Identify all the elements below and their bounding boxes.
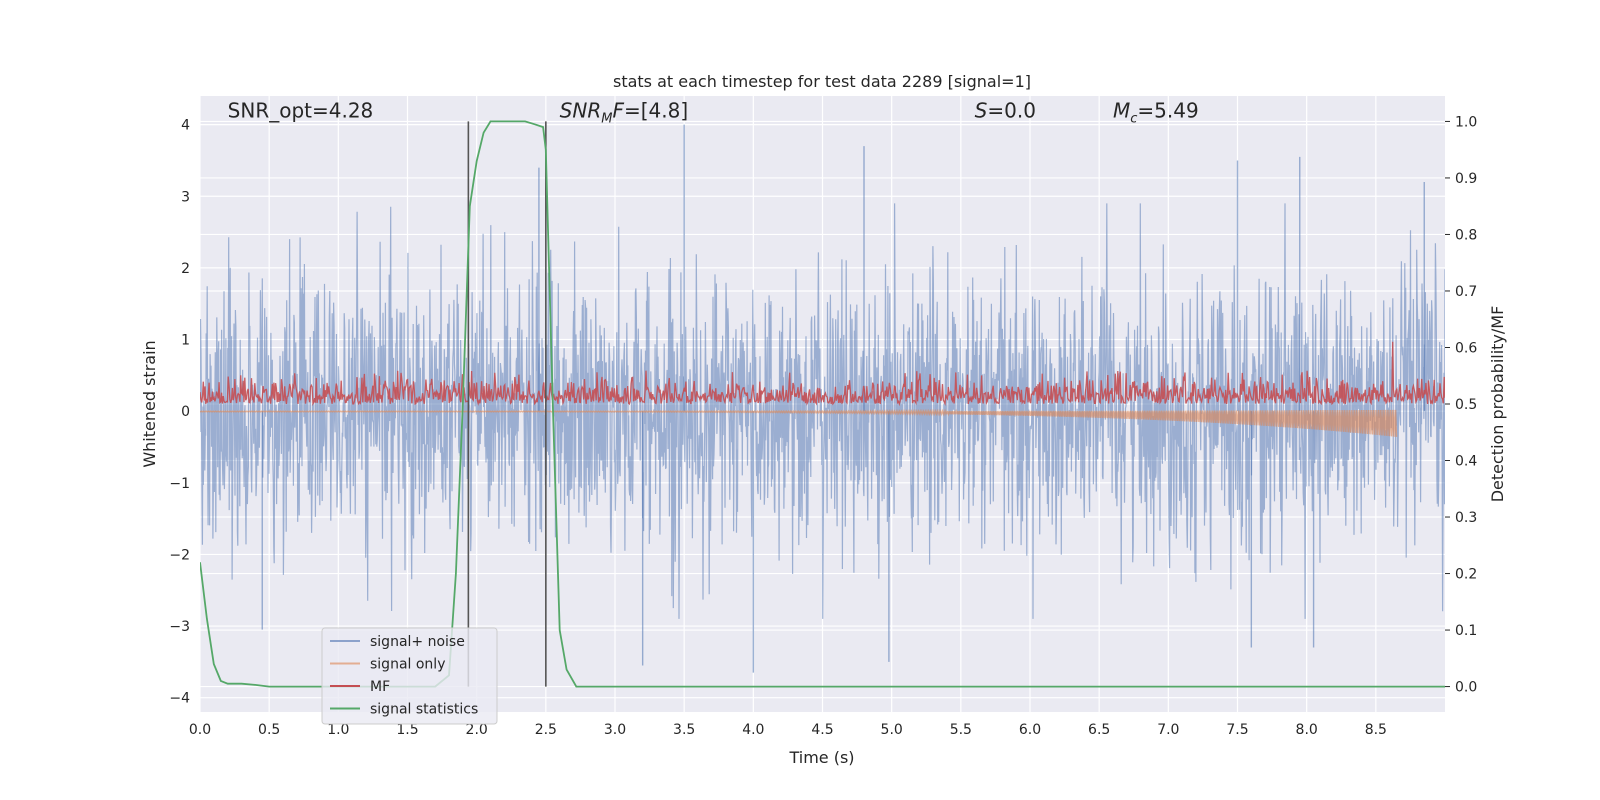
y-tick-label: 2 bbox=[181, 261, 190, 277]
annotation-1: SNRMF=[4.8] bbox=[560, 98, 688, 126]
plot-area bbox=[200, 120, 1445, 688]
y2-tick-label: 0.5 bbox=[1455, 397, 1477, 413]
x-tick-label: 1.5 bbox=[396, 722, 418, 738]
y2-tick-label: 0.9 bbox=[1455, 171, 1477, 187]
x-tick-label: 5.0 bbox=[881, 722, 903, 738]
legend-label: signal only bbox=[370, 657, 445, 673]
annotation-0: SNR_opt=4.28 bbox=[228, 98, 374, 122]
series-signal-noise bbox=[200, 124, 1445, 673]
y2-tick-label: 0.7 bbox=[1455, 284, 1477, 300]
signal-only-trace bbox=[200, 408, 1398, 437]
legend: signal+ noise signal only MF signal statist… bbox=[321, 627, 498, 725]
y-tick-label: 4 bbox=[181, 118, 190, 134]
x-tick-label: 2.5 bbox=[535, 722, 557, 738]
legend-label: signal statistics bbox=[370, 702, 478, 718]
series-signal-only bbox=[200, 408, 1398, 437]
x-tick-label: 7.5 bbox=[1226, 722, 1248, 738]
x-axis-ticks: 0.0 0.5 1.0 1.5 2.0 2.5 3.0 3.5 4.0 4.5 5.0 5.5 6.0 6… bbox=[189, 722, 1387, 738]
y-axis-ticks: −4 −3 −2 −1 0 1 2 3 4 bbox=[169, 118, 190, 707]
legend-label: MF bbox=[370, 679, 390, 695]
x-tick-label: 4.5 bbox=[811, 722, 833, 738]
x-tick-label: 0.0 bbox=[189, 722, 211, 738]
y2-tick-label: 0.4 bbox=[1455, 454, 1477, 470]
y2-tick-label: 0.8 bbox=[1455, 227, 1477, 243]
y-tick-label: 1 bbox=[181, 333, 190, 349]
x-axis-label: Time (s) bbox=[788, 748, 854, 767]
annotations: SNR_opt=4.28 SNRMF=[4.8] S=0.0 Mc=5.49 bbox=[228, 98, 1199, 126]
x-tick-label: 1.0 bbox=[327, 722, 349, 738]
x-tick-label: 5.5 bbox=[950, 722, 972, 738]
x-tick-label: 6.0 bbox=[1019, 722, 1041, 738]
x-tick-label: 3.5 bbox=[673, 722, 695, 738]
series-mf bbox=[200, 341, 1445, 407]
x-tick-label: 3.0 bbox=[604, 722, 626, 738]
y-tick-label: −4 bbox=[169, 691, 190, 707]
mf-trace bbox=[200, 341, 1445, 407]
y2-axis-ticks: 0.0 0.1 0.2 0.3 0.4 0.5 0.6 0.7 0.8 0.9 1.0 bbox=[1445, 114, 1477, 696]
x-tick-label: 8.5 bbox=[1365, 722, 1387, 738]
x-tick-label: 0.5 bbox=[258, 722, 280, 738]
y-tick-label: −3 bbox=[169, 619, 190, 635]
y2-tick-label: 1.0 bbox=[1455, 114, 1477, 130]
series-signal-statistics bbox=[200, 120, 1445, 688]
chart-title: stats at each timestep for test data 228… bbox=[613, 72, 1031, 91]
x-tick-label: 7.0 bbox=[1157, 722, 1179, 738]
y2-tick-label: 0.6 bbox=[1455, 340, 1477, 356]
x-tick-label: 2.0 bbox=[466, 722, 488, 738]
y-tick-label: −1 bbox=[169, 476, 190, 492]
y-tick-label: −2 bbox=[169, 547, 190, 563]
y2-tick-label: 0.3 bbox=[1455, 510, 1477, 526]
y-axis-label: Whitened strain bbox=[140, 340, 159, 467]
x-tick-label: 4.0 bbox=[742, 722, 764, 738]
vertical-markers bbox=[467, 121, 547, 687]
signal-statistics-line bbox=[200, 120, 1445, 688]
annotation-3: Mc=5.49 bbox=[1113, 98, 1199, 126]
annotation-2: S=0.0 bbox=[975, 98, 1036, 122]
y-tick-label: 0 bbox=[181, 404, 190, 420]
y2-axis-label: Detection probability/MF bbox=[1488, 306, 1507, 503]
y2-tick-label: 0.1 bbox=[1455, 623, 1477, 639]
y-tick-label: 3 bbox=[181, 189, 190, 205]
x-tick-label: 6.5 bbox=[1088, 722, 1110, 738]
y2-tick-label: 0.2 bbox=[1455, 567, 1477, 583]
noise-trace bbox=[200, 203, 1445, 619]
legend-box bbox=[321, 627, 498, 725]
y2-tick-label: 0.0 bbox=[1455, 680, 1477, 696]
legend-label: signal+ noise bbox=[370, 634, 465, 650]
x-tick-label: 8.0 bbox=[1296, 722, 1318, 738]
